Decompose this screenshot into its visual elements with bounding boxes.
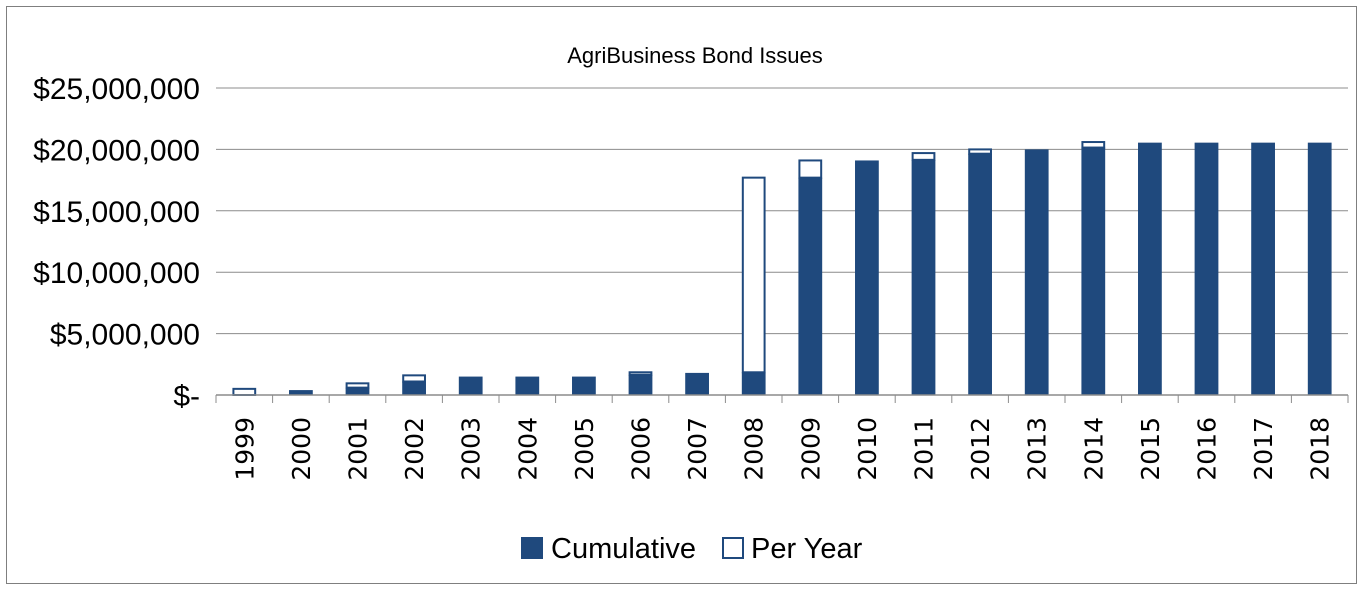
x-tick-label: 2012: [966, 417, 995, 481]
legend-label-per-year: Per Year: [751, 533, 863, 565]
bar-per-year: [911, 152, 936, 161]
x-axis-ticks: 1999 2000 2001 2002 2003 2004 2005 2006 2007 2008…: [230, 417, 1334, 481]
bar-cumulative: [515, 376, 540, 395]
bar-chart: AgriBusiness Bond Issues $- $5,000,000 $10…: [33, 43, 1349, 565]
bar-cumulative: [458, 376, 483, 395]
bar-cumulative: [911, 159, 936, 395]
bar-per-year: [1081, 141, 1106, 149]
bar-cumulative: [1307, 142, 1332, 395]
x-tick-label: 2004: [513, 417, 542, 481]
x-tick-label: 2005: [570, 417, 599, 481]
x-tick-label: 2017: [1249, 417, 1278, 481]
bar-cumulative: [289, 390, 313, 395]
x-axis: [215, 394, 1349, 403]
bar-cumulative: [1194, 142, 1219, 395]
bar-cumulative: [628, 374, 653, 395]
legend-label-cumulative: Cumulative: [551, 533, 696, 565]
bar-cumulative: [572, 376, 596, 395]
x-tick-label: 2007: [683, 417, 712, 481]
legend: Cumulative Per Year: [521, 533, 863, 565]
bar-per-year: [798, 159, 823, 179]
x-tick-label: 2010: [853, 417, 882, 481]
x-tick-label: 2011: [910, 417, 939, 481]
bar-per-year: [345, 382, 370, 389]
x-tick-label: 2001: [344, 417, 373, 481]
x-tick-label: 2016: [1193, 417, 1222, 481]
bar-per-year: [968, 148, 992, 155]
x-tick-label: 2009: [796, 417, 825, 481]
bar-cumulative: [1081, 147, 1106, 395]
bar-per-year: [402, 374, 426, 383]
gridlines: [216, 87, 1348, 335]
bar-cumulative: [1251, 142, 1275, 395]
bar-cumulative: [685, 372, 709, 395]
chart-frame: AgriBusiness Bond Issues $- $5,000,000 $10…: [6, 6, 1357, 584]
bar-cumulative: [855, 160, 879, 395]
bar-per-year: [628, 371, 653, 376]
y-tick-label: $10,000,000: [33, 257, 200, 290]
legend-swatch-per-year: [722, 537, 744, 559]
x-tick-label: 2018: [1306, 417, 1335, 481]
bar-cumulative: [1024, 149, 1049, 395]
y-tick-label: $-: [173, 380, 200, 413]
y-tick-label: $5,000,000: [50, 319, 200, 352]
x-tick-label: 2002: [400, 417, 429, 481]
x-tick-label: 2015: [1136, 417, 1165, 481]
bar-cumulative: [402, 381, 426, 395]
x-tick-label: 1999: [230, 417, 259, 481]
legend-swatch-cumulative: [521, 537, 543, 559]
bar-cumulative: [1138, 142, 1162, 395]
y-tick-label: $25,000,000: [33, 73, 200, 106]
x-tick-label: 2006: [627, 417, 656, 481]
y-axis-ticks: $- $5,000,000 $10,000,000 $15,000,000 $20,00…: [33, 73, 200, 413]
bar-cumulative: [345, 387, 370, 395]
bar-per-year: [741, 176, 766, 374]
x-tick-label: 2003: [457, 417, 486, 481]
x-tick-label: 2014: [1079, 417, 1108, 481]
x-tick-label: 2000: [287, 417, 316, 481]
bars: [232, 141, 1332, 396]
bar-cumulative: [741, 372, 766, 395]
y-tick-label: $15,000,000: [33, 196, 200, 229]
bar-per-year: [232, 387, 257, 396]
x-tick-label: 2013: [1023, 417, 1052, 481]
y-tick-label: $20,000,000: [33, 134, 200, 167]
chart-title: AgriBusiness Bond Issues: [567, 43, 823, 68]
bar-cumulative: [798, 177, 823, 395]
x-tick-label: 2008: [740, 417, 769, 481]
bar-cumulative: [968, 153, 992, 395]
